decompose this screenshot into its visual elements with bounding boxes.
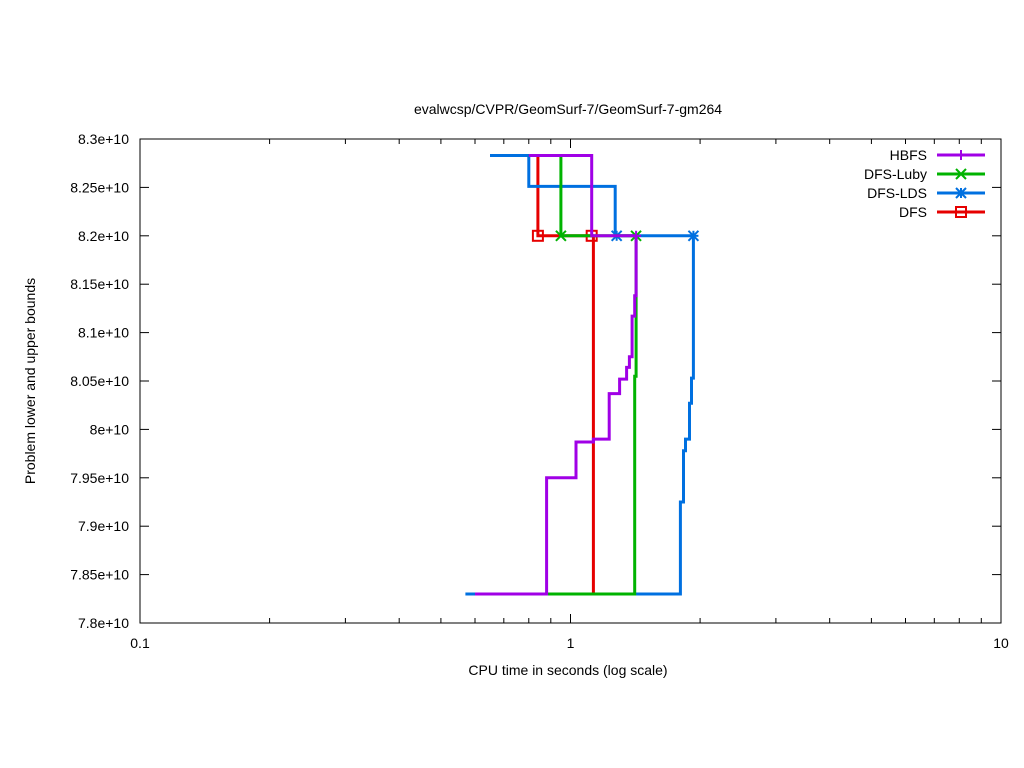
plot-frame <box>139 138 1002 624</box>
series-layer <box>465 154 700 596</box>
legend: HBFS DFS-Luby DFS-LDS DFS <box>864 147 985 220</box>
y-tick-label: 8.1e+10 <box>78 325 129 341</box>
legend-label: DFS-LDS <box>867 185 927 201</box>
data-point <box>555 230 567 242</box>
y-tick-label: 8.15e+10 <box>70 276 129 292</box>
y-tick-label: 7.85e+10 <box>70 567 129 583</box>
series-dfs <box>475 154 598 596</box>
legend-label: HBFS <box>890 147 927 163</box>
chart-title: evalwcsp/CVPR/GeomSurf-7/GeomSurf-7-gm26… <box>414 101 722 117</box>
legend-label: DFS <box>899 204 927 220</box>
x-tick-label: 10 <box>993 635 1009 651</box>
series-line-lower <box>475 235 638 596</box>
legend-item: DFS-LDS <box>867 185 985 201</box>
x-tick-label: 1 <box>567 635 575 651</box>
series-line-upper <box>528 154 637 238</box>
y-tick-label: 8.05e+10 <box>70 373 129 389</box>
series-line-lower <box>475 235 595 596</box>
series-line-upper <box>528 154 637 238</box>
data-point <box>956 150 966 160</box>
data-point <box>955 206 967 218</box>
y-tick-label: 8.3e+10 <box>78 131 129 147</box>
y-tick-label: 8.2e+10 <box>78 228 129 244</box>
series-line-lower <box>465 235 695 596</box>
data-point <box>531 229 544 242</box>
data-point <box>955 187 967 199</box>
x-axis-label: CPU time in seconds (log scale) <box>468 662 667 678</box>
series-dfs-lds <box>465 154 700 596</box>
legend-label: DFS-Luby <box>864 166 927 182</box>
y-tick-label: 7.95e+10 <box>70 470 129 486</box>
series-line-lower <box>475 235 638 596</box>
series-hbfs <box>475 154 642 596</box>
y-axis-label: Problem lower and upper bounds <box>22 278 38 484</box>
data-point <box>955 168 967 180</box>
x-tick-label: 0.1 <box>130 635 150 651</box>
legend-item: DFS-Luby <box>864 166 985 182</box>
y-tick-label: 8.25e+10 <box>70 179 129 195</box>
y-tick-label: 8e+10 <box>90 421 130 437</box>
axes-layer: 7.8e+10 7.85e+10 7.9e+10 7.95e+10 8e+10 8.05e… <box>70 131 1009 651</box>
y-tick-label: 7.9e+10 <box>78 518 129 534</box>
legend-item: DFS <box>899 204 985 220</box>
data-point <box>687 230 700 242</box>
data-point <box>631 230 642 241</box>
y-tick-label: 7.8e+10 <box>78 615 129 631</box>
legend-item: HBFS <box>890 147 985 163</box>
